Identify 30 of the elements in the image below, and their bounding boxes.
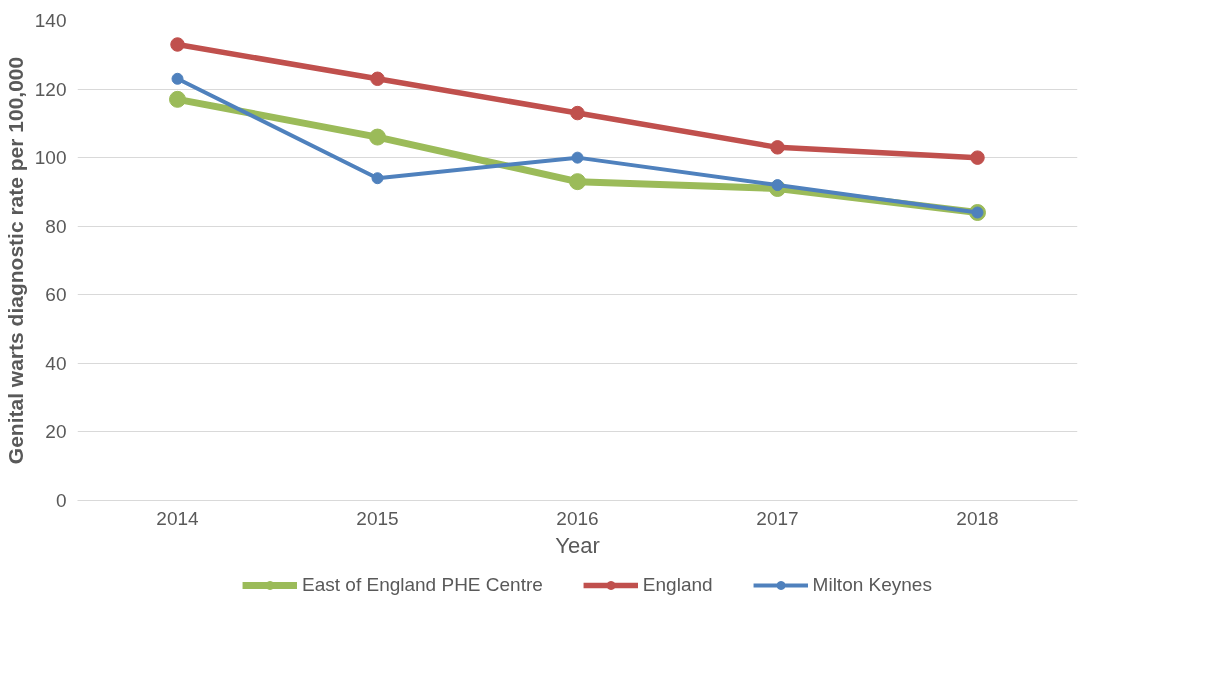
point — [170, 37, 185, 52]
y-tick-label: 0 — [55, 490, 67, 511]
point — [570, 105, 585, 121]
y-tick-label: 20 — [45, 421, 67, 443]
y-tick-label: 40 — [45, 352, 67, 374]
legend-label: Milton Keynes — [812, 573, 932, 596]
point — [370, 71, 385, 87]
y-tick-label: 120 — [34, 78, 67, 100]
legend-label: East of England PHE Centre — [302, 573, 543, 596]
point — [771, 179, 784, 192]
point — [970, 150, 985, 165]
y-tick-label: 80 — [45, 215, 67, 237]
point — [569, 173, 586, 191]
y-tick-label: 140 — [34, 10, 67, 31]
y-tick-label: 100 — [34, 147, 67, 169]
x-axis-title: Year — [555, 532, 600, 558]
y-tick-label: 60 — [45, 284, 67, 306]
x-tick-label: 2015 — [356, 507, 399, 529]
point — [571, 151, 584, 164]
y-axis-title: Genital warts diagnostic rate per 100,000 — [3, 56, 27, 465]
x-tick-label: 2016 — [556, 507, 599, 529]
point — [371, 172, 384, 185]
point — [169, 90, 186, 108]
point — [770, 140, 785, 155]
x-tick-label: 2018 — [956, 507, 999, 529]
point — [369, 128, 386, 146]
x-tick-label: 2014 — [156, 507, 200, 529]
legend-label: England — [642, 573, 713, 596]
x-tick-label: 2017 — [756, 507, 799, 529]
point — [171, 72, 184, 85]
